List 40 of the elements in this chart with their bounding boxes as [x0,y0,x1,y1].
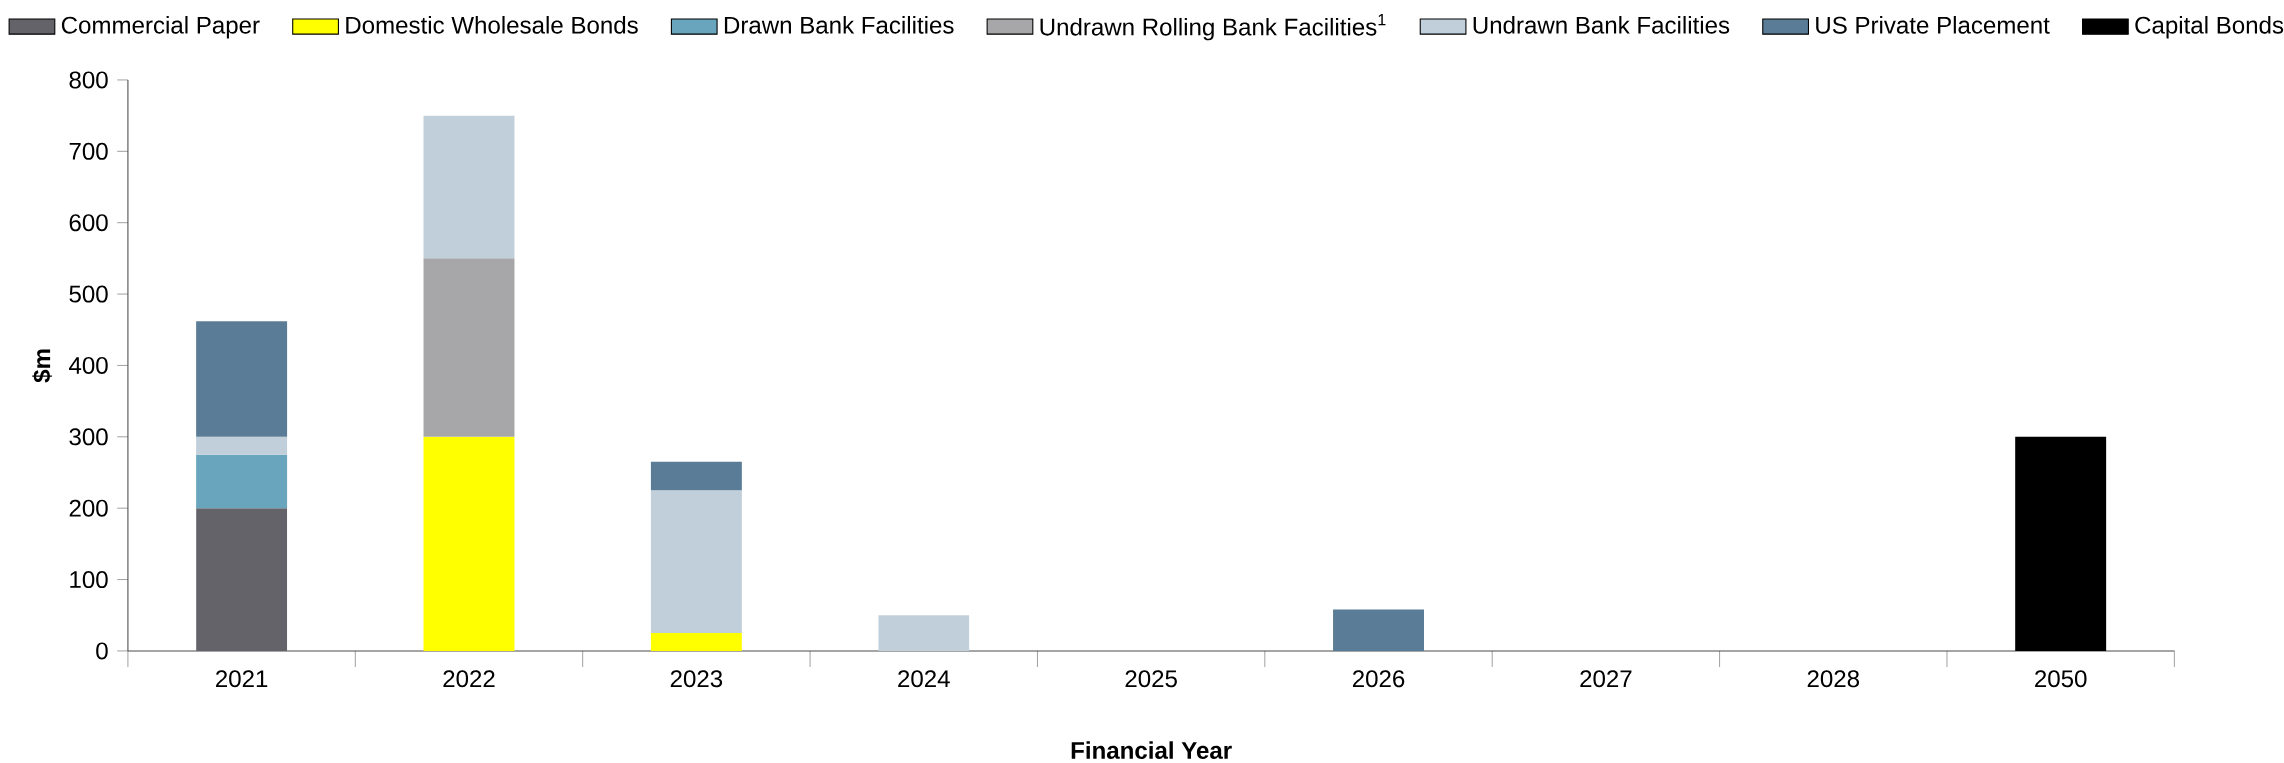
bar [196,321,288,437]
x-tick-label: 2022 [443,670,495,688]
legend-label: Undrawn Rolling Bank Facilities$^{1}$ [1040,14,1386,41]
legend-label: Commercial Paper [61,16,260,39]
bar [650,633,742,651]
x-tick-label: 2021 [216,670,268,688]
x-tick-label: 2027 [1580,670,1632,688]
x-tick-label: 2028 [1807,670,1860,688]
y-tick-label: 0 [96,642,108,660]
x-tick-label: 2050 [2035,670,2087,688]
legend-label: Capital Bonds [2135,16,2284,39]
y-tick-label: 200 [69,499,108,517]
legend-label: US Private Placement [1816,16,2050,34]
y-tick-label: 300 [69,428,108,446]
legend-label: Undrawn Bank Facilities [1473,16,1730,34]
bar [650,461,742,491]
bar [878,615,970,651]
legend-label: Drawn Bank Facilities [724,16,954,34]
y-tick-label: 100 [70,571,108,589]
bar [1333,609,1424,651]
bar [2015,436,2107,651]
x-tick-label: 2023 [670,670,723,688]
bar [423,115,515,259]
x-tick-label: 2024 [898,670,950,688]
legend-label: Domestic Wholesale Bonds [346,16,638,34]
bar [423,258,515,437]
y-axis-title: $m [32,349,52,383]
y-tick-label: 800 [69,71,108,89]
bar [196,508,288,651]
y-tick-label: 600 [69,214,108,232]
bar [196,454,288,509]
x-axis-title: Financial Year [1071,741,1232,760]
bar [650,490,742,634]
x-tick-label: 2025 [1125,670,1177,688]
bar [196,436,288,455]
y-tick-label: 700 [69,142,108,160]
bar [423,436,515,651]
y-tick-label: 400 [69,356,108,375]
y-tick-label: 500 [69,285,108,303]
x-tick-label: 2026 [1352,670,1405,688]
